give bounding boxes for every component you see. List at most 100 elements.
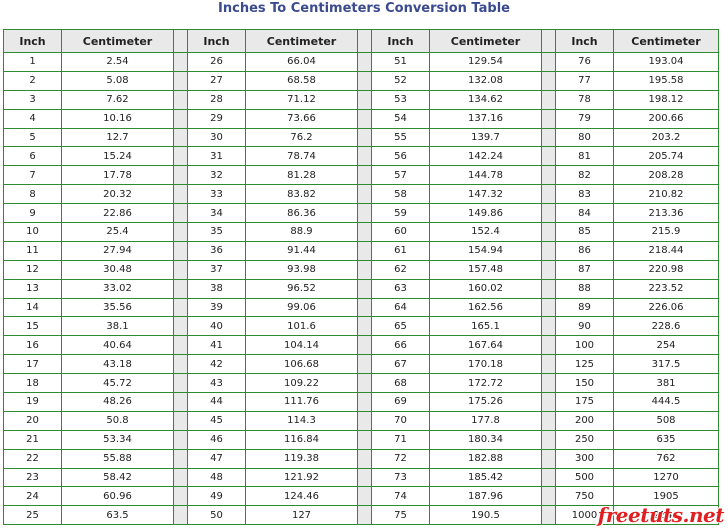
centimeter-cell: 25.4 <box>61 222 174 242</box>
inch-cell: 200 <box>555 410 614 431</box>
table-row: 5 12.7 30 76.2 55 139.7 80 203.2 <box>3 127 719 148</box>
table-row: 22 55.88 47 119.38 72 182.88 300 762 <box>3 448 719 469</box>
inch-cell: 63 <box>371 278 430 299</box>
centimeter-cell: 444.5 <box>613 392 719 412</box>
centimeter-cell: 157.48 <box>429 259 542 280</box>
inch-cell: 23 <box>3 467 62 488</box>
column-separator <box>541 29 556 53</box>
header-inch: Inch <box>371 29 430 53</box>
inch-cell: 21 <box>3 429 62 450</box>
inch-cell: 500 <box>555 467 614 488</box>
column-separator <box>357 165 372 186</box>
centimeter-cell: 172.72 <box>429 373 542 394</box>
column-separator <box>173 29 188 53</box>
centimeter-cell: 149.86 <box>429 203 542 224</box>
header-centimeter: Centimeter <box>613 29 719 53</box>
column-separator <box>357 52 372 72</box>
centimeter-cell: 142.24 <box>429 146 542 167</box>
centimeter-cell: 170.18 <box>429 354 542 375</box>
column-separator <box>541 505 556 526</box>
centimeter-cell: 226.06 <box>613 297 719 318</box>
inch-cell: 4 <box>3 108 62 129</box>
inch-cell: 31 <box>187 146 246 167</box>
centimeter-cell: 55.88 <box>61 448 174 469</box>
column-separator <box>541 108 556 129</box>
inch-cell: 72 <box>371 448 430 469</box>
header-inch: Inch <box>3 29 62 53</box>
column-separator <box>173 240 188 261</box>
inch-cell: 24 <box>3 486 62 507</box>
centimeter-cell: 190.5 <box>429 505 542 526</box>
column-separator <box>541 373 556 394</box>
centimeter-cell: 40.64 <box>61 335 174 356</box>
centimeter-cell: 185.42 <box>429 467 542 488</box>
inch-cell: 54 <box>371 108 430 129</box>
column-separator <box>541 89 556 110</box>
centimeter-cell: 508 <box>613 410 719 431</box>
column-separator <box>541 448 556 469</box>
inch-cell: 59 <box>371 203 430 224</box>
table-row: 6 15.24 31 78.74 56 142.24 81 205.74 <box>3 146 719 167</box>
inch-cell: 150 <box>555 373 614 394</box>
centimeter-cell: 220.98 <box>613 259 719 280</box>
column-separator <box>357 222 372 242</box>
inch-cell: 42 <box>187 354 246 375</box>
inch-cell: 55 <box>371 127 430 148</box>
inch-cell: 81 <box>555 146 614 167</box>
centimeter-cell: 121.92 <box>245 467 358 488</box>
centimeter-cell: 15.24 <box>61 146 174 167</box>
centimeter-cell: 317.5 <box>613 354 719 375</box>
column-separator <box>173 203 188 224</box>
inch-cell: 79 <box>555 108 614 129</box>
inch-cell: 41 <box>187 335 246 356</box>
inch-cell: 52 <box>371 70 430 91</box>
column-separator <box>173 316 188 337</box>
centimeter-cell: 12.7 <box>61 127 174 148</box>
centimeter-cell: 106.68 <box>245 354 358 375</box>
centimeter-cell: 119.38 <box>245 448 358 469</box>
column-separator <box>357 89 372 110</box>
inch-cell: 68 <box>371 373 430 394</box>
column-separator <box>357 108 372 129</box>
centimeter-cell: 22.86 <box>61 203 174 224</box>
column-separator <box>173 70 188 91</box>
column-separator <box>173 222 188 242</box>
column-separator <box>541 165 556 186</box>
centimeter-cell: 124.46 <box>245 486 358 507</box>
table-row: 7 17.78 32 81.28 57 144.78 82 208.28 <box>3 165 719 186</box>
table-row: 15 38.1 40 101.6 65 165.1 90 228.6 <box>3 316 719 337</box>
column-separator <box>357 146 372 167</box>
centimeter-cell: 635 <box>613 429 719 450</box>
column-separator <box>173 373 188 394</box>
centimeter-cell: 91.44 <box>245 240 358 261</box>
table-row: 19 48.26 44 111.76 69 175.26 175 444.5 <box>3 392 719 412</box>
centimeter-cell: 162.56 <box>429 297 542 318</box>
centimeter-cell: 203.2 <box>613 127 719 148</box>
column-separator <box>541 316 556 337</box>
column-separator <box>541 203 556 224</box>
column-separator <box>173 354 188 375</box>
column-separator <box>173 89 188 110</box>
centimeter-cell: 33.02 <box>61 278 174 299</box>
inch-cell: 83 <box>555 184 614 205</box>
header-centimeter: Centimeter <box>429 29 542 53</box>
inch-cell: 40 <box>187 316 246 337</box>
inch-cell: 48 <box>187 467 246 488</box>
centimeter-cell: 50.8 <box>61 410 174 431</box>
column-separator <box>173 467 188 488</box>
centimeter-cell: 2540 <box>613 505 719 526</box>
inch-cell: 33 <box>187 184 246 205</box>
inch-cell: 44 <box>187 392 246 412</box>
inch-cell: 27 <box>187 70 246 91</box>
centimeter-cell: 127 <box>245 505 358 526</box>
inch-cell: 37 <box>187 259 246 280</box>
inch-cell: 17 <box>3 354 62 375</box>
centimeter-cell: 53.34 <box>61 429 174 450</box>
table-row: 1 2.54 26 66.04 51 129.54 76 193.04 <box>3 52 719 72</box>
inch-cell: 8 <box>3 184 62 205</box>
centimeter-cell: 195.58 <box>613 70 719 91</box>
centimeter-cell: 81.28 <box>245 165 358 186</box>
inch-cell: 47 <box>187 448 246 469</box>
column-separator <box>173 392 188 412</box>
centimeter-cell: 167.64 <box>429 335 542 356</box>
